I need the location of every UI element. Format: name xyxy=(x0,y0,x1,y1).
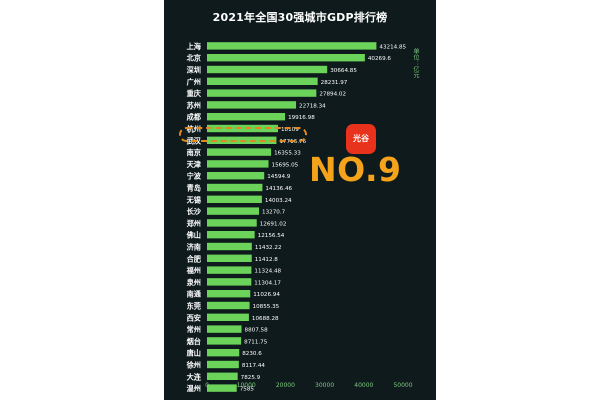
bar xyxy=(207,278,252,286)
highlight-box xyxy=(179,127,307,142)
category-label: 宁波 xyxy=(187,172,202,181)
bar xyxy=(207,172,265,180)
category-label: 上海 xyxy=(187,42,202,51)
value-label: 8230.6 xyxy=(242,351,262,357)
bar xyxy=(207,160,269,168)
value-label: 14136.46 xyxy=(265,186,292,192)
value-label: 7585 xyxy=(240,387,255,393)
category-label: 唐山 xyxy=(187,349,201,358)
x-tick-label: 50000 xyxy=(393,382,412,389)
category-label: 温州 xyxy=(186,384,201,393)
category-label: 无锡 xyxy=(186,195,201,204)
value-label: 12691.02 xyxy=(260,221,287,227)
value-label: 22718.34 xyxy=(299,103,326,109)
bar xyxy=(207,337,242,345)
bar xyxy=(207,313,249,321)
value-label: 8711.75 xyxy=(244,339,268,345)
category-label: 常州 xyxy=(187,325,201,334)
x-tick-label: 30000 xyxy=(315,382,334,389)
value-label: 16355.33 xyxy=(274,151,301,157)
value-label: 8117.44 xyxy=(242,363,266,369)
value-label: 15695.05 xyxy=(272,162,299,168)
category-label: 青岛 xyxy=(187,184,201,193)
category-label: 南京 xyxy=(187,148,201,157)
category-label: 福州 xyxy=(186,266,201,275)
chart-title: 2021年全国30强城市GDP排行榜 xyxy=(212,11,388,24)
bar xyxy=(207,65,328,74)
bar xyxy=(207,254,252,262)
bar xyxy=(207,89,317,97)
bar xyxy=(207,148,272,156)
unit-label: 单位：亿元 xyxy=(412,48,419,78)
value-label: 18109 xyxy=(281,127,299,133)
value-label: 11026.94 xyxy=(253,292,280,298)
value-label: 27894.02 xyxy=(319,92,346,98)
category-label: 重庆 xyxy=(187,89,202,98)
x-tick-label: 20000 xyxy=(276,382,295,389)
value-label: 11324.48 xyxy=(254,269,281,275)
category-label: 长沙 xyxy=(187,207,202,216)
category-label: 北京 xyxy=(187,54,201,63)
x-tick-label: 0 xyxy=(205,382,209,389)
value-label: 14594.9 xyxy=(267,174,291,180)
category-label: 大连 xyxy=(187,372,202,381)
x-tick-label: 10000 xyxy=(237,382,256,389)
bar xyxy=(207,349,240,357)
category-label: 深圳 xyxy=(187,66,201,75)
value-label: 19916.98 xyxy=(288,115,315,121)
category-label: 西安 xyxy=(187,313,201,322)
value-label: 11432.22 xyxy=(255,245,282,251)
x-tick-label: 40000 xyxy=(354,382,373,389)
bar xyxy=(207,325,242,333)
bar xyxy=(207,77,318,85)
bar xyxy=(207,101,297,109)
bar xyxy=(207,54,365,62)
rank-callout: NO.9 xyxy=(309,150,402,189)
bar xyxy=(207,183,263,192)
bar xyxy=(207,301,250,310)
category-label: 郑州 xyxy=(187,219,201,228)
value-label: 13270.7 xyxy=(262,210,286,216)
value-label: 10855.35 xyxy=(253,304,280,310)
bar xyxy=(207,231,255,239)
value-label: 10688.28 xyxy=(252,316,279,322)
category-label: 成都 xyxy=(187,113,202,122)
bar xyxy=(207,195,262,203)
bar xyxy=(207,290,251,298)
bar xyxy=(207,360,239,369)
value-label: 43214.85 xyxy=(379,44,406,50)
value-label: 12156.54 xyxy=(258,233,285,239)
bar xyxy=(207,113,286,121)
bar xyxy=(207,219,257,227)
category-label: 济南 xyxy=(187,243,201,252)
category-label: 泉州 xyxy=(186,278,201,287)
category-label: 苏州 xyxy=(187,101,201,110)
value-label: 28231.97 xyxy=(321,80,348,86)
category-label: 佛山 xyxy=(186,231,201,240)
bar xyxy=(207,42,377,50)
value-label: 14003.24 xyxy=(265,198,292,204)
bar xyxy=(207,384,237,392)
bar xyxy=(207,242,252,251)
category-label: 南通 xyxy=(187,290,202,299)
category-label: 东莞 xyxy=(187,302,201,311)
value-label: 7825.9 xyxy=(241,375,261,381)
value-label: 11412.8 xyxy=(255,257,279,263)
category-label: 烟台 xyxy=(187,337,201,346)
value-label: 8807.58 xyxy=(245,328,269,334)
bar xyxy=(207,372,238,380)
bar xyxy=(207,266,252,274)
category-label: 杭州 xyxy=(187,125,201,134)
bar xyxy=(207,207,260,215)
badge-logo: 光谷 xyxy=(346,124,376,154)
value-label: 40269.6 xyxy=(368,56,392,62)
value-label: 11304.17 xyxy=(254,280,281,286)
value-label: 30664.85 xyxy=(330,68,357,74)
category-label: 徐州 xyxy=(186,361,201,370)
category-label: 合肥 xyxy=(186,254,202,263)
category-label: 天津 xyxy=(187,160,202,169)
category-label: 广州 xyxy=(187,77,201,86)
